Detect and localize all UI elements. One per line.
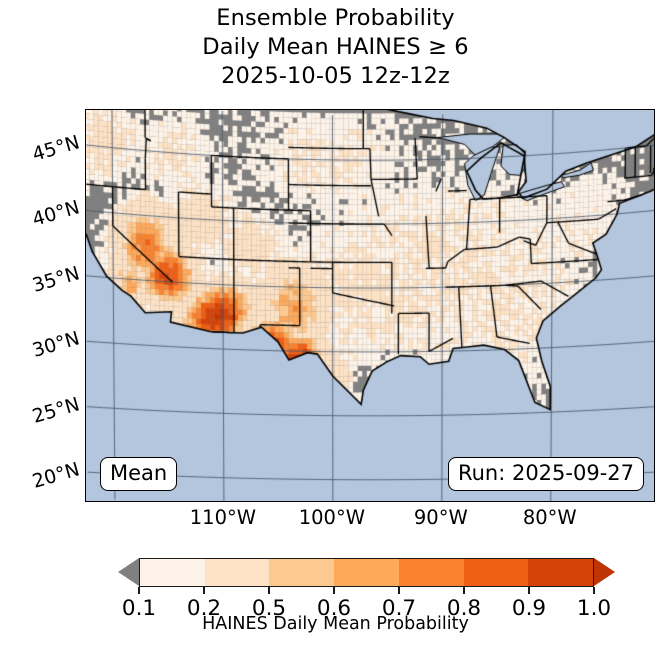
colorbar-ticklabel-0.9: 0.9 bbox=[511, 596, 547, 621]
run-label-box: Run: 2025-09-27 bbox=[447, 457, 644, 491]
title-line-1: Ensemble Probability bbox=[216, 5, 455, 31]
colorbar-ticklabel-1.0: 1.0 bbox=[576, 596, 612, 621]
probability-heatmap-canvas bbox=[86, 110, 654, 501]
colorbar-segment-1 bbox=[204, 559, 270, 586]
colorbar-gradient bbox=[139, 558, 594, 587]
lat-tick-45: 45°N bbox=[29, 131, 83, 166]
lat-tick-40: 40°N bbox=[29, 196, 83, 232]
colorbar-extend-high-arrow bbox=[594, 558, 615, 586]
member-label-text: Mean bbox=[110, 461, 168, 485]
colorbar-ticklabel-0.7: 0.7 bbox=[381, 596, 417, 621]
colorbar-tick-0 bbox=[138, 587, 140, 594]
colorbar-tick-3 bbox=[333, 587, 335, 594]
title-line-3: 2025-10-05 12z-12z bbox=[221, 63, 450, 89]
colorbar-tick-4 bbox=[398, 587, 400, 594]
lon-tick-80: 80°W bbox=[522, 506, 577, 529]
lon-tick-110: 110°W bbox=[189, 506, 257, 529]
colorbar-ticklabel-0.5: 0.5 bbox=[251, 596, 287, 621]
member-label-box: Mean bbox=[100, 457, 178, 491]
colorbar-segment-3 bbox=[334, 559, 399, 586]
colorbar-extend-low-arrow bbox=[118, 558, 139, 586]
colorbar-tick-6 bbox=[528, 587, 530, 594]
colorbar-ticklabel-0.6: 0.6 bbox=[316, 596, 352, 621]
map-plot-area[interactable]: Mean Run: 2025-09-27 bbox=[85, 109, 655, 502]
lat-tick-30: 30°N bbox=[29, 327, 83, 362]
figure-title: Ensemble Probability Daily Mean HAINES ≥… bbox=[0, 4, 671, 91]
colorbar-tick-1 bbox=[203, 587, 205, 594]
colorbar-segment-2 bbox=[269, 559, 335, 586]
colorbar-frame: 0.1 0.2 0.5 0.6 0.7 0.8 0.9 1.0 bbox=[118, 558, 615, 621]
lat-tick-25: 25°N bbox=[29, 393, 83, 428]
lat-tick-35: 35°N bbox=[29, 262, 83, 297]
lon-tick-90: 90°W bbox=[413, 506, 468, 529]
lat-tick-20: 20°N bbox=[29, 458, 83, 493]
colorbar: 0.1 0.2 0.5 0.6 0.7 0.8 0.9 1.0 HAINES Daily Me… bbox=[0, 548, 671, 658]
colorbar-tick-5 bbox=[463, 587, 465, 594]
title-line-2: Daily Mean HAINES ≥ 6 bbox=[202, 34, 469, 60]
colorbar-title: HAINES Daily Mean Probability bbox=[202, 614, 469, 634]
colorbar-segment-4 bbox=[398, 559, 464, 586]
colorbar-segment-0 bbox=[140, 559, 205, 586]
colorbar-segment-5 bbox=[463, 559, 529, 586]
colorbar-ticklabel-0.2: 0.2 bbox=[186, 596, 222, 621]
lon-tick-100: 100°W bbox=[298, 506, 365, 529]
colorbar-ticklabel-0.8: 0.8 bbox=[446, 596, 482, 621]
colorbar-tick-2 bbox=[268, 587, 270, 594]
colorbar-segment-6 bbox=[528, 559, 594, 586]
colorbar-ticklabel-0.1: 0.1 bbox=[121, 596, 157, 621]
run-label-text: Run: 2025-09-27 bbox=[457, 461, 634, 485]
colorbar-tick-7 bbox=[593, 587, 595, 594]
